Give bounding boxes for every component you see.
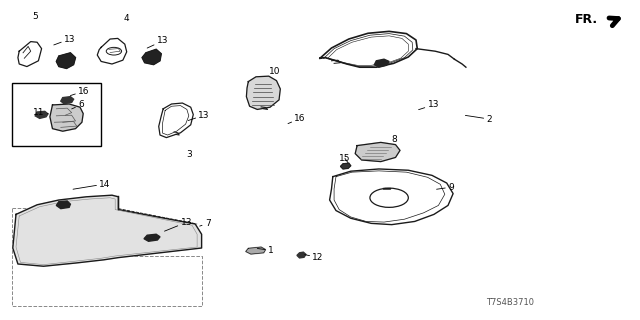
Polygon shape	[246, 76, 280, 109]
Bar	[12, 83, 101, 146]
Text: 4: 4	[124, 14, 129, 23]
Text: 3: 3	[187, 150, 192, 159]
Polygon shape	[355, 142, 400, 162]
Text: 11: 11	[33, 108, 48, 116]
Text: 10: 10	[269, 67, 281, 76]
Polygon shape	[144, 234, 160, 241]
Polygon shape	[246, 247, 266, 254]
Text: 9: 9	[436, 183, 454, 192]
Text: 13: 13	[188, 111, 210, 121]
Polygon shape	[35, 111, 48, 118]
Text: 16: 16	[288, 114, 306, 124]
Text: 16: 16	[70, 87, 90, 96]
Text: FR.: FR.	[575, 13, 598, 26]
Polygon shape	[374, 59, 389, 67]
Text: 14: 14	[73, 180, 111, 189]
Text: 2: 2	[465, 115, 492, 124]
Text: 12: 12	[305, 253, 324, 262]
Text: 1: 1	[257, 246, 273, 255]
Text: 6: 6	[72, 100, 84, 109]
Text: 13: 13	[164, 218, 192, 231]
Polygon shape	[142, 49, 161, 65]
Polygon shape	[50, 104, 83, 131]
Polygon shape	[297, 252, 306, 258]
Polygon shape	[13, 195, 202, 266]
Text: 7: 7	[200, 219, 211, 228]
Polygon shape	[61, 97, 74, 104]
Polygon shape	[56, 201, 70, 209]
Polygon shape	[340, 163, 351, 169]
Text: T7S4B3710: T7S4B3710	[486, 298, 534, 307]
Text: 5: 5	[33, 12, 38, 21]
Text: 8: 8	[392, 135, 397, 144]
Text: 13: 13	[54, 35, 76, 45]
Polygon shape	[56, 53, 76, 68]
Text: 15: 15	[339, 154, 351, 163]
Text: 13: 13	[147, 36, 168, 48]
Text: 13: 13	[419, 100, 439, 110]
